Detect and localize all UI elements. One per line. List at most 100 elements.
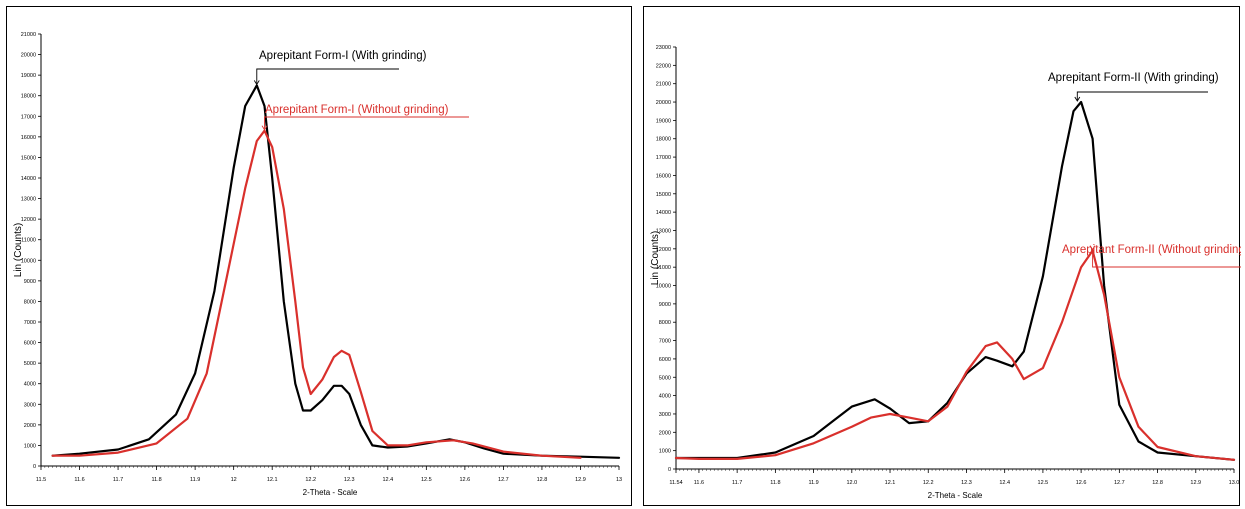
x-tick-label: 11.7 <box>732 480 742 486</box>
x-tick-label: 11.9 <box>808 480 818 486</box>
x-tick-label: 12.2 <box>305 477 316 483</box>
x-tick-label: 12.7 <box>498 477 509 483</box>
y-tick-label: 6000 <box>659 357 671 363</box>
y-tick-label: 20000 <box>21 53 36 59</box>
y-tick-label: 19000 <box>21 73 36 79</box>
y-tick-label: 0 <box>668 467 671 473</box>
x-tick-label: 11.6 <box>74 477 84 483</box>
y-tick-label: 14000 <box>21 176 36 182</box>
x-tick-label: 11.8 <box>770 480 780 486</box>
x-tick-label: 12.9 <box>1190 480 1201 486</box>
y-tick-label: 20000 <box>656 100 671 106</box>
y-tick-label: 18000 <box>21 94 36 100</box>
y-tick-label: 2000 <box>659 430 671 436</box>
y-tick-label: 14000 <box>656 210 671 216</box>
x-tick-label: 13.0 <box>1229 480 1240 486</box>
chart-panel-form-i: 0 1000 2000 3000 4000 5000 6000 7000 8000 9000 100… <box>6 6 632 506</box>
y-tick-label: 5000 <box>24 361 36 367</box>
x-tick-label: 12.8 <box>537 477 548 483</box>
y-tick-label: 11000 <box>21 238 36 244</box>
y-tick-label: 12000 <box>656 247 671 253</box>
y-tick-label: 5000 <box>659 375 671 381</box>
y-axis-title: Lin (Counts) <box>13 223 24 277</box>
series-line-aprepitant-form-ii-without-grinding <box>674 249 1236 461</box>
x-tick-label: 12.5 <box>421 477 432 483</box>
annotation-arrow-icon <box>253 80 260 86</box>
annotation-label: Aprepitant Form-I (Without grinding) <box>265 104 449 116</box>
y-tick-label: 9000 <box>24 279 36 285</box>
y-tick-label: 15000 <box>656 192 671 198</box>
y-tick-label: 17000 <box>21 114 36 120</box>
x-tick-label: 12.6 <box>1076 480 1087 486</box>
x-tick-label: 11.9 <box>190 477 200 483</box>
x-tick-label: 12.6 <box>460 477 471 483</box>
y-tick-label: 0 <box>33 464 36 470</box>
x-tick-label: 12.4 <box>382 477 393 483</box>
y-tick-label: 8000 <box>24 299 36 305</box>
x-axis-title: 2-Theta - Scale <box>928 491 983 500</box>
x-tick-label: 12.9 <box>575 477 586 483</box>
y-axis-title: Lin (Counts) <box>650 231 661 285</box>
annotation-arrow-icon <box>1089 245 1096 251</box>
series-line-aprepitant-form-i-with-grinding <box>51 84 621 459</box>
y-tick-label: 22000 <box>656 63 671 69</box>
y-tick-label: 9000 <box>659 302 671 308</box>
y-tick-label: 23000 <box>656 45 671 51</box>
x-tick-label: 11.54 <box>669 480 682 486</box>
x-tick-label: 12.1 <box>267 477 278 483</box>
y-tick-label: 17000 <box>656 155 671 161</box>
annotation-arrow-icon <box>1074 96 1081 102</box>
x-tick-label: 12 <box>231 477 237 483</box>
x-tick-label: 11.8 <box>151 477 161 483</box>
y-tick-label: 16000 <box>21 135 36 141</box>
annotation-leader-line <box>1076 91 1208 101</box>
series-line-aprepitant-form-ii-with-grinding <box>674 100 1236 461</box>
y-tick-label: 21000 <box>656 82 671 88</box>
annotation-leader-line <box>1092 248 1241 268</box>
annotation-leader-line <box>264 116 469 129</box>
x-tick-label: 11.7 <box>113 477 123 483</box>
annotation-arrow-icon <box>261 125 268 131</box>
annotation-label: Aprepitant Form-II (Without grinding) <box>1062 244 1241 256</box>
x-tick-label: 11.6 <box>694 480 704 486</box>
y-tick-label: 19000 <box>656 118 671 124</box>
y-tick-label: 1000 <box>659 449 671 455</box>
x-tick-label: 13 <box>616 477 622 483</box>
y-tick-label: 1000 <box>24 443 36 449</box>
annotation-label: Aprepitant Form-I (With grinding) <box>259 50 427 62</box>
x-axis-title: 2-Theta - Scale <box>303 488 358 497</box>
y-tick-label: 7000 <box>24 320 36 326</box>
y-tick-label: 3000 <box>659 412 671 418</box>
y-tick-label: 7000 <box>659 339 671 345</box>
y-tick-label: 12000 <box>21 217 36 223</box>
y-tick-label: 16000 <box>656 173 671 179</box>
y-tick-label: 3000 <box>24 402 36 408</box>
y-tick-label: 13000 <box>656 228 671 234</box>
y-tick-label: 2000 <box>24 423 36 429</box>
y-tick-label: 10000 <box>656 284 671 290</box>
y-tick-label: 18000 <box>656 137 671 143</box>
y-tick-label: 10000 <box>21 258 36 264</box>
y-tick-label: 8000 <box>659 320 671 326</box>
x-tick-label: 12.1 <box>885 480 896 486</box>
x-tick-label: 12.0 <box>846 480 857 486</box>
y-tick-label: 11000 <box>656 265 671 271</box>
y-tick-label: 4000 <box>659 394 671 400</box>
series-line-aprepitant-form-i-without-grinding <box>51 129 582 459</box>
annotation-label: Aprepitant Form-II (With grinding) <box>1048 72 1219 84</box>
x-tick-label: 11.5 <box>36 477 46 483</box>
xrd-chart-form-i: 0 1000 2000 3000 4000 5000 6000 7000 8000 9000 100… <box>13 32 622 497</box>
y-tick-label: 13000 <box>21 197 36 203</box>
y-tick-label: 4000 <box>24 382 36 388</box>
x-tick-label: 12.3 <box>961 480 972 486</box>
annotation-leader-line <box>256 68 399 84</box>
y-tick-label: 21000 <box>21 32 36 38</box>
x-tick-label: 12.5 <box>1038 480 1049 486</box>
x-tick-label: 12.7 <box>1114 480 1125 486</box>
y-tick-label: 6000 <box>24 341 36 347</box>
x-tick-label: 12.8 <box>1152 480 1163 486</box>
x-tick-label: 12.2 <box>923 480 934 486</box>
x-tick-label: 12.3 <box>344 477 355 483</box>
y-tick-label: 15000 <box>21 155 36 161</box>
xrd-chart-form-ii: 0 1000 2000 3000 4000 5000 6000 7000 8000 9000 100… <box>650 45 1241 500</box>
